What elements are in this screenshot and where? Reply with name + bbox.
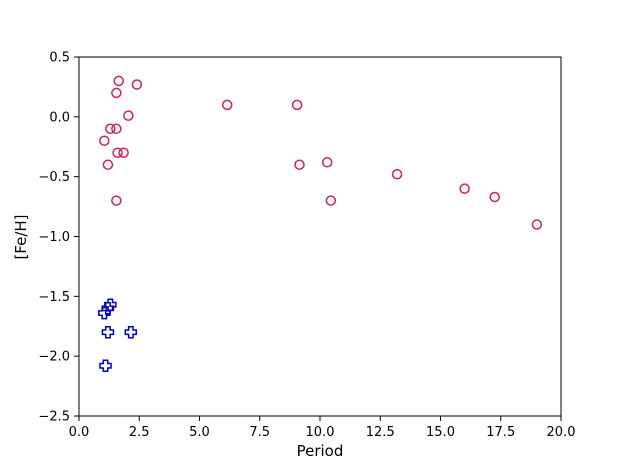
data-point-plus <box>98 306 111 320</box>
data-point-circle <box>391 169 403 180</box>
data-point-circle <box>221 99 233 111</box>
data-point-circle <box>123 110 134 121</box>
x-tick-label: 5.0 <box>189 425 210 440</box>
data-point-plus <box>99 359 112 372</box>
y-axis-label: [Fe/H] <box>12 214 30 259</box>
y-tick-label: 0.5 <box>49 51 70 66</box>
y-tick-label: −2.5 <box>38 410 70 425</box>
data-point-circle <box>105 123 116 135</box>
x-tick-label: 15.0 <box>426 425 455 440</box>
x-tick-label: 2.5 <box>129 425 150 440</box>
y-tick-label: −2.0 <box>38 350 70 365</box>
data-point-circle <box>118 147 129 158</box>
data-point-plus <box>101 325 115 339</box>
y-tick-label: −0.5 <box>38 170 70 185</box>
plot-area <box>78 56 562 417</box>
data-point-circle <box>489 191 500 203</box>
x-axis: 0.0 2.5 5.0 7.5 10.0 12.5 15.0 17.5 20.0 <box>69 416 576 440</box>
data-point-circle <box>113 75 125 87</box>
data-point-circle <box>325 195 337 206</box>
data-point-circle <box>321 157 333 168</box>
data-point-circle <box>459 183 470 194</box>
data-point-circle <box>111 195 122 206</box>
x-tick-label: 12.5 <box>366 425 395 440</box>
x-tick-label: 7.5 <box>249 425 270 440</box>
x-tick-label: 10.0 <box>306 425 335 440</box>
data-point-circle <box>112 147 123 158</box>
data-point-circle <box>111 123 122 135</box>
y-tick-label: −1.0 <box>38 230 70 245</box>
data-point-circle <box>531 219 543 230</box>
x-axis-label: Period <box>297 442 344 460</box>
data-point-circle <box>111 87 122 99</box>
data-point-circle <box>291 99 303 111</box>
y-tick-label: 0.0 <box>49 110 70 125</box>
data-point-circle <box>102 159 114 170</box>
y-axis: 0.5 0.0 −0.5 −1.0 −1.5 −2.0 −2.5 <box>38 51 79 425</box>
x-tick-label: 0.0 <box>69 425 90 440</box>
x-tick-label: 17.5 <box>486 425 515 440</box>
y-tick-label: −1.5 <box>38 290 70 305</box>
x-tick-label: 20.0 <box>547 425 576 440</box>
data-points <box>98 75 543 372</box>
data-point-plus <box>124 325 138 339</box>
data-point-circle <box>99 135 110 147</box>
data-point-circle <box>131 79 143 90</box>
data-point-circle <box>294 159 305 170</box>
